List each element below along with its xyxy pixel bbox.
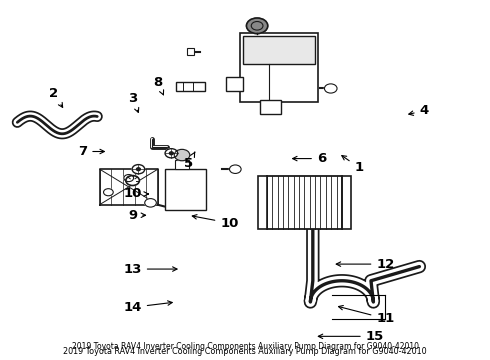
Bar bbox=[243, 36, 315, 64]
Text: 9: 9 bbox=[128, 209, 146, 222]
Text: 4: 4 bbox=[409, 104, 429, 117]
Bar bbox=[175, 160, 189, 169]
Bar bbox=[187, 48, 194, 55]
Circle shape bbox=[174, 149, 190, 161]
Text: 14: 14 bbox=[123, 301, 172, 314]
Circle shape bbox=[103, 189, 113, 196]
Text: 7: 7 bbox=[78, 145, 104, 158]
Circle shape bbox=[165, 149, 178, 158]
Bar bbox=[342, 176, 351, 229]
Text: 10: 10 bbox=[192, 215, 239, 230]
Text: 13: 13 bbox=[123, 262, 177, 275]
Circle shape bbox=[170, 152, 173, 155]
Text: 15: 15 bbox=[318, 330, 384, 343]
Circle shape bbox=[126, 176, 139, 185]
Bar bbox=[267, 176, 342, 229]
Bar bbox=[258, 176, 267, 229]
Text: 2019 Toyota RAV4 Inverter Cooling Components Auxiliary Pump Diagram for G9040-42: 2019 Toyota RAV4 Inverter Cooling Compon… bbox=[72, 342, 418, 351]
Circle shape bbox=[324, 84, 337, 93]
Text: 12: 12 bbox=[336, 258, 394, 271]
Text: 2: 2 bbox=[49, 86, 63, 107]
Text: 8: 8 bbox=[153, 76, 164, 95]
Text: 1: 1 bbox=[342, 156, 364, 174]
Bar bbox=[260, 100, 281, 114]
Text: 6: 6 bbox=[293, 152, 326, 165]
Text: 5: 5 bbox=[184, 152, 195, 170]
Bar bbox=[165, 169, 206, 210]
Bar bbox=[176, 82, 205, 91]
Circle shape bbox=[124, 175, 134, 181]
Bar bbox=[240, 33, 318, 102]
Text: 11: 11 bbox=[339, 306, 394, 325]
Circle shape bbox=[132, 165, 145, 174]
Bar bbox=[225, 77, 243, 91]
Circle shape bbox=[229, 165, 241, 174]
Circle shape bbox=[246, 18, 268, 33]
Text: 10: 10 bbox=[123, 188, 148, 201]
Text: 3: 3 bbox=[128, 92, 139, 112]
Circle shape bbox=[137, 168, 140, 171]
Text: 2019 Toyota RAV4 Inverter Cooling Components Auxiliary Pump Diagram for G9040-42: 2019 Toyota RAV4 Inverter Cooling Compon… bbox=[63, 347, 427, 356]
Circle shape bbox=[145, 199, 156, 207]
